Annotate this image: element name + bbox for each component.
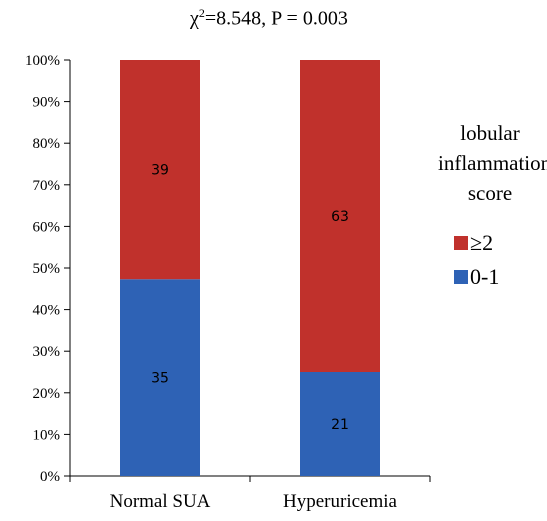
- legend: lobular inflammation score ≥2 0-1: [438, 118, 547, 294]
- data-label: 39: [151, 163, 169, 179]
- x-category-label: Hyperuricemia: [283, 491, 398, 512]
- y-tick-label: 0%: [40, 469, 60, 485]
- legend-title: lobular inflammation score: [438, 118, 547, 208]
- title-stats: =8.548, P = 0.003: [204, 7, 348, 30]
- legend-swatch-low: [454, 270, 468, 284]
- y-tick-label: 100%: [25, 53, 60, 69]
- data-label: 21: [331, 417, 349, 433]
- bar-segment: [120, 60, 200, 280]
- chi-symbol: χ: [190, 7, 199, 30]
- legend-item-low: 0-1: [454, 260, 547, 294]
- y-tick-label: 40%: [33, 303, 61, 319]
- y-tick-label: 70%: [33, 178, 61, 194]
- y-tick-label: 90%: [33, 95, 61, 111]
- y-tick-label: 20%: [33, 386, 61, 402]
- data-label: 35: [151, 371, 169, 387]
- legend-title-line: lobular: [460, 121, 520, 145]
- y-tick-label: 60%: [33, 219, 61, 235]
- data-label: 63: [331, 209, 349, 225]
- y-tick-label: 50%: [33, 261, 61, 277]
- bar-segment: [300, 372, 380, 476]
- y-tick-label: 80%: [33, 136, 61, 152]
- legend-swatch-high: [454, 236, 468, 250]
- legend-item-high: ≥2: [454, 226, 547, 260]
- y-tick-label: 30%: [33, 344, 61, 360]
- legend-label-high: ≥2: [470, 230, 494, 255]
- y-tick-label: 10%: [33, 427, 61, 443]
- legend-title-line: score: [467, 181, 513, 205]
- x-category-label: Normal SUA: [110, 491, 211, 512]
- legend-label-low: 0-1: [470, 264, 500, 289]
- bar-segment: [120, 279, 200, 476]
- legend-title-line: inflammation: [438, 151, 547, 175]
- chart-title: χ2=8.548, P = 0.003: [190, 6, 348, 31]
- chi-superscript: 2: [198, 6, 205, 20]
- bar-segment: [300, 60, 380, 372]
